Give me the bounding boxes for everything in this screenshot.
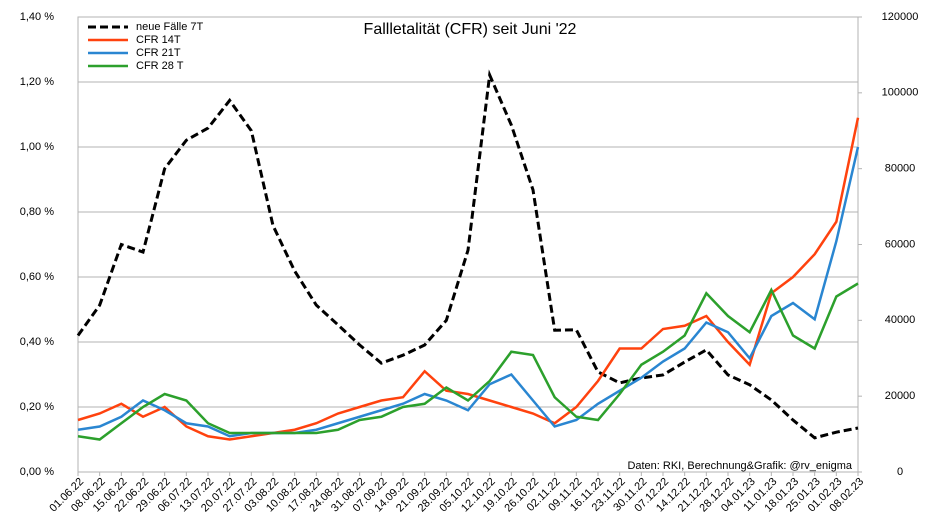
legend-label: CFR 21T (136, 47, 181, 59)
data-line (77, 117, 860, 441)
y-tick-label: 0,00 % (20, 466, 54, 478)
data-line (76, 69, 859, 440)
y2-tick-label: 60000 (885, 238, 916, 250)
y2-tick-label: 100000 (882, 87, 919, 99)
legend-label: neue Fälle 7T (136, 21, 204, 33)
data-line (77, 282, 859, 441)
legend-label: CFR 14T (136, 34, 181, 46)
plot-frame (77, 16, 859, 473)
y-tick-label: 1,00 % (20, 141, 54, 153)
y-tick-label: 0,60 % (20, 271, 54, 283)
annotation: Daten: RKI, Berechnung&Grafik: @rv_enigm… (627, 460, 852, 472)
y-tick-label: 1,40 % (20, 11, 54, 23)
y2-tick-label: 80000 (885, 163, 916, 175)
y-tick-label: 1,20 % (20, 76, 54, 88)
y-tick-label: 0,80 % (20, 206, 54, 218)
y-tick-label: 0,40 % (20, 336, 54, 348)
y2-tick-label: 20000 (885, 390, 916, 402)
y2-tick-label: 40000 (885, 314, 916, 326)
y-tick-label: 0,20 % (20, 401, 54, 413)
plot: 0,00 % 0,20 % 0,40 % 0,60 % 0,80 % 1,00 % 1,20… (20, 11, 919, 515)
chart-title: Fallletalität (CFR) seit Juni '22 (364, 21, 577, 38)
legend-label: CFR 28 T (136, 60, 184, 72)
data-line (77, 146, 860, 438)
y2-tick-label: 0 (897, 466, 903, 478)
y2-tick-label: 120000 (882, 11, 919, 23)
